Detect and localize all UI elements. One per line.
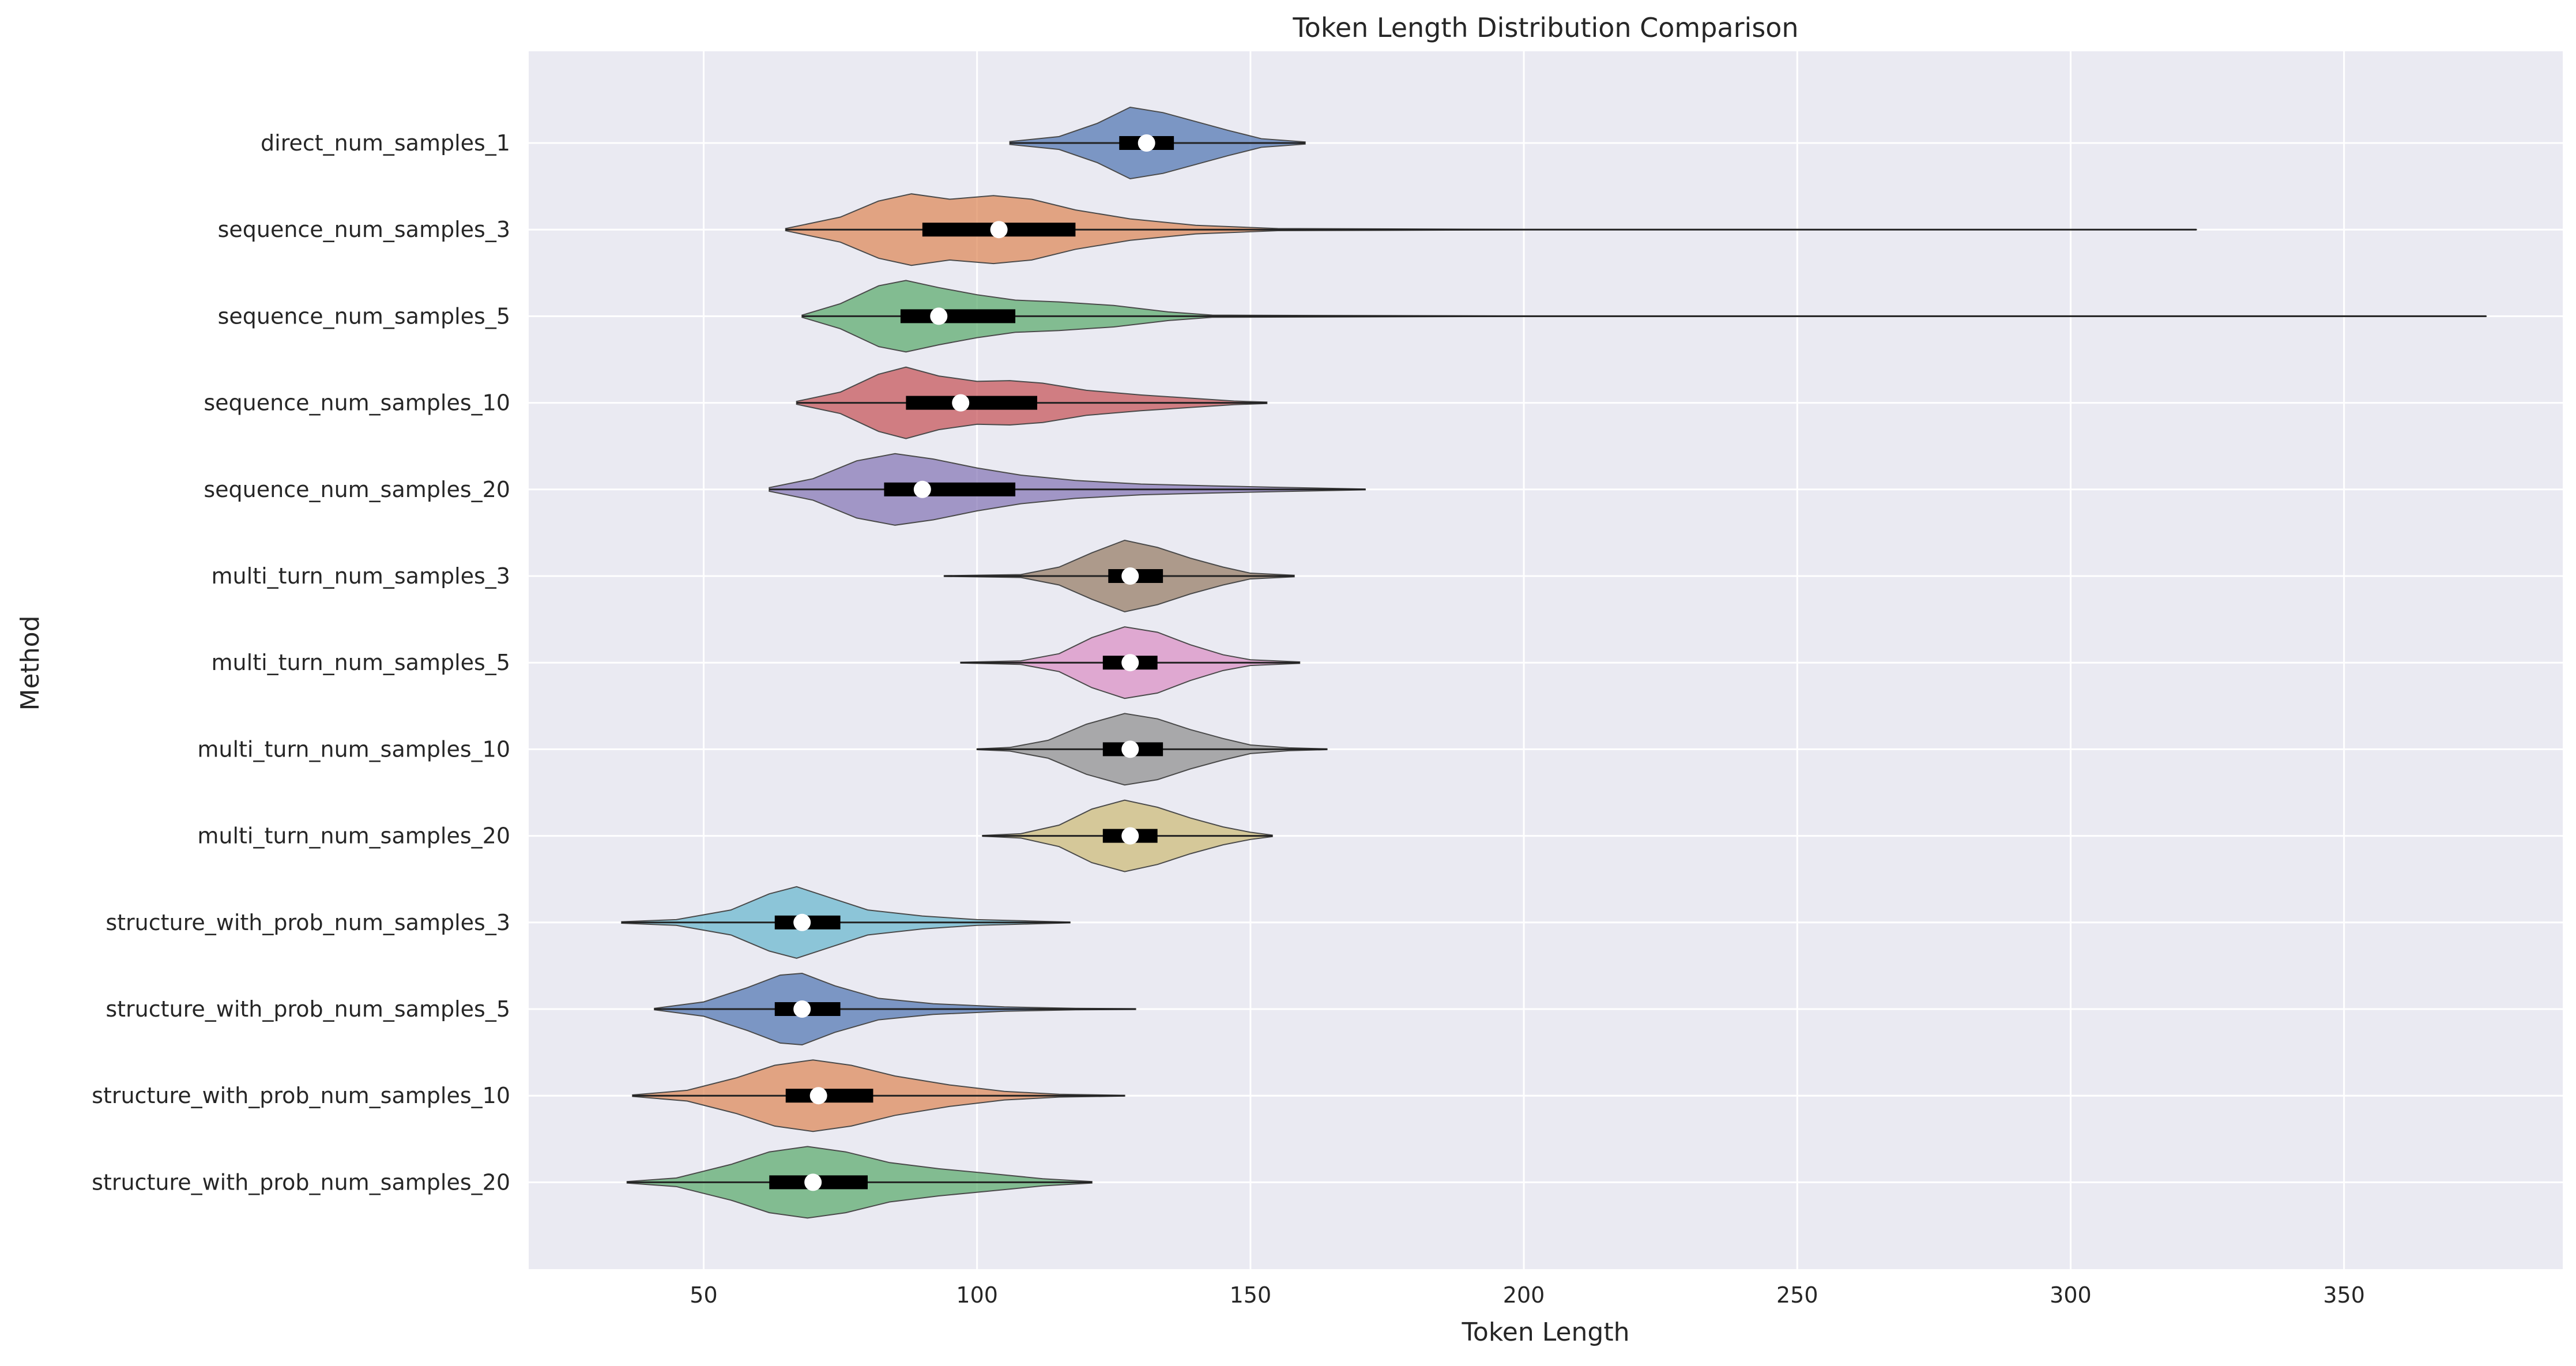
x-tick-label: 150 — [1230, 1282, 1272, 1308]
category-label: multi_turn_num_samples_5 — [212, 650, 510, 675]
y-axis-label: Method — [16, 615, 45, 710]
violin-median-point — [793, 1000, 811, 1018]
category-label: multi_turn_num_samples_20 — [197, 823, 510, 849]
category-label: sequence_num_samples_20 — [204, 477, 510, 502]
violin-median-point — [809, 1087, 827, 1105]
violin-median-point — [1121, 654, 1139, 672]
x-tick-label: 250 — [1776, 1282, 1818, 1308]
violin-median-point — [1138, 134, 1155, 152]
x-tick-label: 300 — [2050, 1282, 2092, 1308]
x-tick-label: 50 — [690, 1282, 717, 1308]
violin-iqr-box — [884, 482, 1016, 496]
category-label: structure_with_prob_num_samples_5 — [106, 996, 510, 1022]
violin-median-point — [1121, 567, 1139, 585]
x-tick-label: 100 — [956, 1282, 998, 1308]
violin-median-point — [1121, 740, 1139, 758]
category-label: direct_num_samples_1 — [261, 130, 510, 156]
x-tick-label: 200 — [1503, 1282, 1545, 1308]
category-label: multi_turn_num_samples_10 — [197, 736, 510, 762]
x-axis-label: Token Length — [1462, 1318, 1630, 1347]
category-label: structure_with_prob_num_samples_10 — [92, 1083, 510, 1108]
violin-iqr-box — [900, 309, 1016, 323]
violin-median-point — [1121, 827, 1139, 845]
chart-title: Token Length Distribution Comparison — [1292, 12, 1798, 43]
violin-median-point — [793, 913, 811, 931]
x-tick-labels: 50 100 150 200 250 300 350 — [690, 1282, 2365, 1308]
category-label: sequence_num_samples_5 — [218, 303, 510, 329]
category-label: sequence_num_samples_3 — [218, 217, 510, 242]
violin-median-point — [930, 307, 948, 325]
violin-median-point — [804, 1173, 822, 1191]
category-labels: direct_num_samples_1 sequence_num_samples… — [92, 130, 510, 1195]
violin-median-point — [990, 221, 1008, 239]
violin-median-point — [913, 480, 931, 498]
x-tick-label: 350 — [2323, 1282, 2365, 1308]
violin-iqr-box — [785, 1089, 873, 1103]
violin-layer — [621, 106, 2487, 1219]
category-label: multi_turn_num_samples_3 — [212, 563, 510, 589]
violin-iqr-box — [906, 396, 1037, 410]
category-label: sequence_num_samples_10 — [204, 390, 510, 416]
category-label: structure_with_prob_num_samples_20 — [92, 1169, 510, 1195]
violin-median-point — [952, 394, 970, 412]
plot-background — [529, 51, 2563, 1269]
category-label: structure_with_prob_num_samples_3 — [106, 910, 510, 935]
